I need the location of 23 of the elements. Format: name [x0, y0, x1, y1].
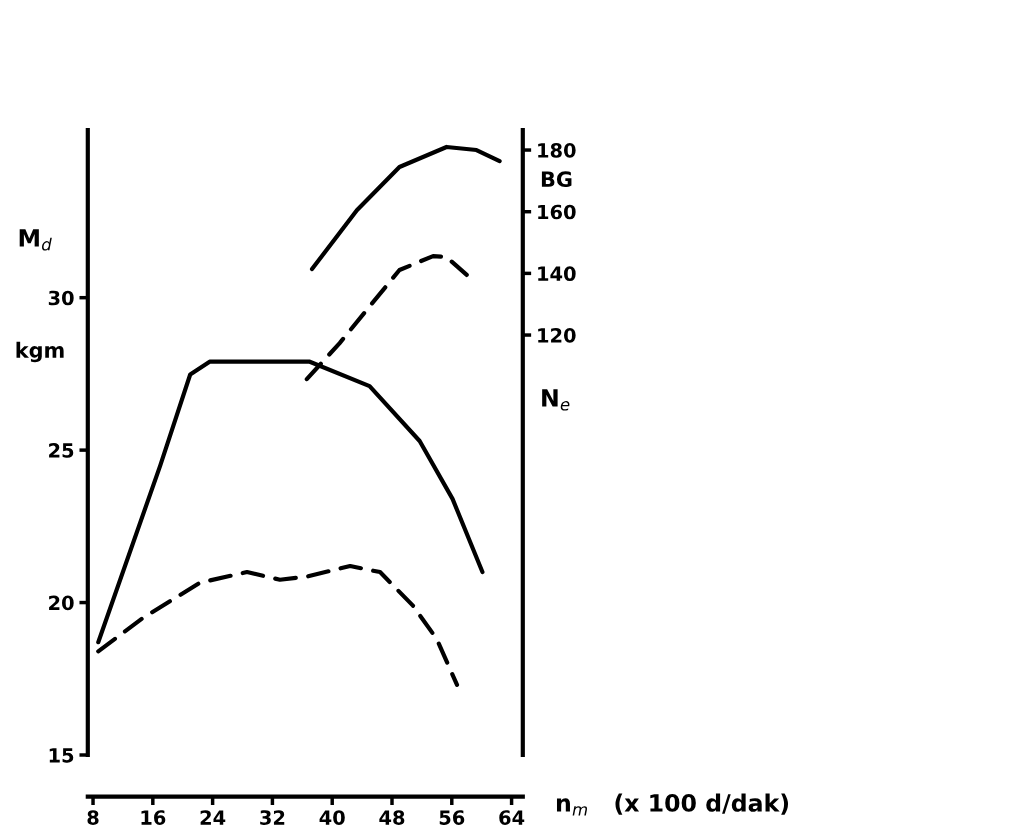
x-tick-label: 16: [141, 810, 166, 825]
x-tick-label: 24: [200, 810, 226, 825]
y-tick-label: 20: [49, 595, 74, 611]
y-tick-label: 30: [48, 290, 74, 306]
text: kgm: [16, 341, 64, 363]
y2-axis-title: N$_{e}$: [542, 389, 570, 411]
y-tick-label: 25: [49, 443, 74, 458]
y-axis-title: M$_{d}$: [19, 229, 52, 251]
line-series: [96, 563, 460, 687]
text: n$_{m}$ (x 100 d/dak): [556, 793, 789, 816]
line-series: [309, 144, 502, 272]
x-tick-label: 64: [499, 810, 525, 825]
x-tick-label: 32: [260, 810, 285, 825]
x-tick-label: 8: [87, 810, 99, 825]
x-tick-label: 48: [379, 810, 405, 825]
x-tick-label: 40: [319, 810, 345, 825]
x-tick-label: 56: [439, 810, 465, 825]
y2-tick-label: 160: [538, 204, 576, 220]
y-tick-label: 15: [49, 748, 74, 763]
y2-tick-label: 140: [538, 266, 576, 282]
y2-tick-label: 120: [538, 328, 576, 343]
y2-tick-label: 180: [538, 143, 576, 158]
text: BG: [541, 171, 572, 188]
